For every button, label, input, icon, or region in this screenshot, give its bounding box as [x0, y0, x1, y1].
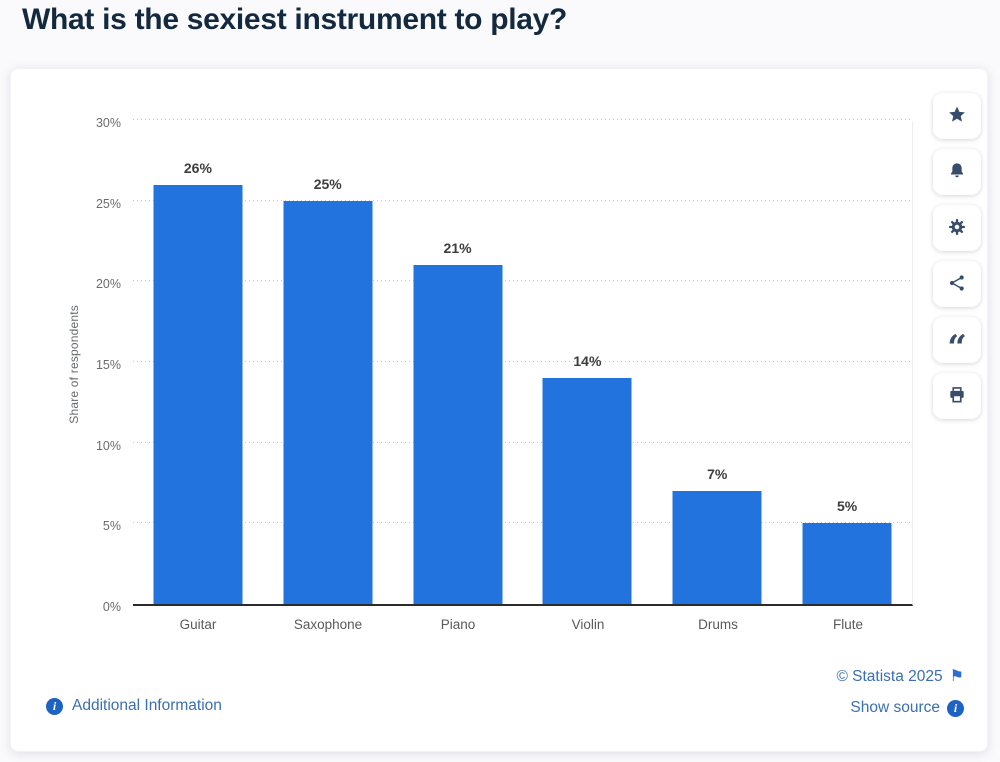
share-button[interactable]	[933, 261, 981, 307]
share-icon	[947, 273, 967, 296]
y-tick-label: 5%	[102, 519, 121, 534]
chart-toolbar: “	[933, 93, 981, 419]
x-axis-label: Guitar	[179, 617, 217, 632]
x-axis-label: Saxophone	[293, 617, 363, 632]
bar-value-label: 5%	[836, 498, 858, 515]
y-axis-ticks: 0% 5% 10% 15% 20% 25% 30%	[11, 116, 121, 614]
bar-saxophone[interactable]	[283, 200, 373, 604]
gridline	[133, 361, 912, 362]
info-icon: i	[947, 699, 964, 717]
bar-column-flute: 5%	[782, 122, 912, 604]
gridline	[133, 522, 912, 524]
star-icon	[947, 105, 967, 128]
bar-drums[interactable]	[672, 491, 762, 604]
x-axis-labels: Guitar Saxophone Piano Violin Drums Flute	[133, 617, 913, 632]
plot-area: 26% 25% 21% 14% 7% 5%	[133, 119, 913, 606]
bar-flute[interactable]	[802, 523, 892, 604]
y-tick-label: 25%	[95, 196, 121, 211]
gridline	[133, 441, 912, 443]
additional-information-link[interactable]: i Additional Information	[46, 697, 222, 715]
x-axis-label: Drums	[698, 617, 738, 632]
alert-button[interactable]	[933, 149, 981, 195]
page-title: What is the sexiest instrument to play?	[22, 3, 568, 36]
y-tick-label: 20%	[95, 277, 121, 292]
cite-button[interactable]: “	[933, 317, 981, 365]
bar-value-label: 21%	[443, 240, 472, 257]
bar-column-drums: 7%	[652, 122, 782, 604]
bar-value-label: 26%	[183, 159, 212, 176]
info-icon: i	[46, 697, 63, 715]
bell-icon	[947, 161, 967, 184]
favorite-button[interactable]	[933, 93, 981, 139]
chart-card: Share of respondents 0% 5% 10% 15% 20% 25% 30%…	[10, 68, 988, 752]
bar-violin[interactable]	[542, 378, 632, 604]
bar-column-piano: 21%	[393, 122, 523, 604]
bar-piano[interactable]	[413, 265, 503, 604]
x-axis-label: Piano	[440, 617, 476, 632]
bar-guitar[interactable]	[153, 184, 243, 604]
bar-column-violin: 14%	[522, 122, 652, 604]
x-axis-label: Flute	[832, 617, 863, 632]
bar-value-label: 14%	[573, 353, 602, 370]
bar-value-label: 25%	[313, 175, 342, 192]
show-source-link[interactable]: Show source i	[850, 699, 964, 717]
y-tick-label: 0%	[102, 600, 121, 614]
show-source-label: Show source	[850, 699, 940, 716]
gridline	[133, 280, 912, 282]
footer-right: © Statista 2025 ⚑ Show source i	[836, 668, 964, 717]
gridline	[133, 119, 912, 120]
gear-icon	[947, 217, 967, 240]
settings-button[interactable]	[933, 205, 981, 251]
statista-copyright-link[interactable]: © Statista 2025 ⚑	[836, 668, 964, 686]
copyright-label: © Statista 2025	[836, 668, 943, 685]
bars-layer: 26% 25% 21% 14% 7% 5%	[133, 122, 912, 604]
additional-information-label: Additional Information	[72, 697, 222, 714]
print-button[interactable]	[933, 373, 981, 419]
bar-column-saxophone: 25%	[263, 122, 393, 604]
bar-value-label: 7%	[707, 466, 728, 483]
flag-icon: ⚑	[949, 668, 964, 685]
bar-column-guitar: 26%	[133, 122, 263, 604]
y-tick-label: 15%	[95, 358, 121, 372]
x-axis-label: Violin	[571, 617, 605, 632]
y-tick-label: 30%	[95, 116, 121, 130]
gridline	[133, 199, 912, 201]
printer-icon	[947, 385, 967, 408]
y-tick-label: 10%	[95, 438, 121, 453]
